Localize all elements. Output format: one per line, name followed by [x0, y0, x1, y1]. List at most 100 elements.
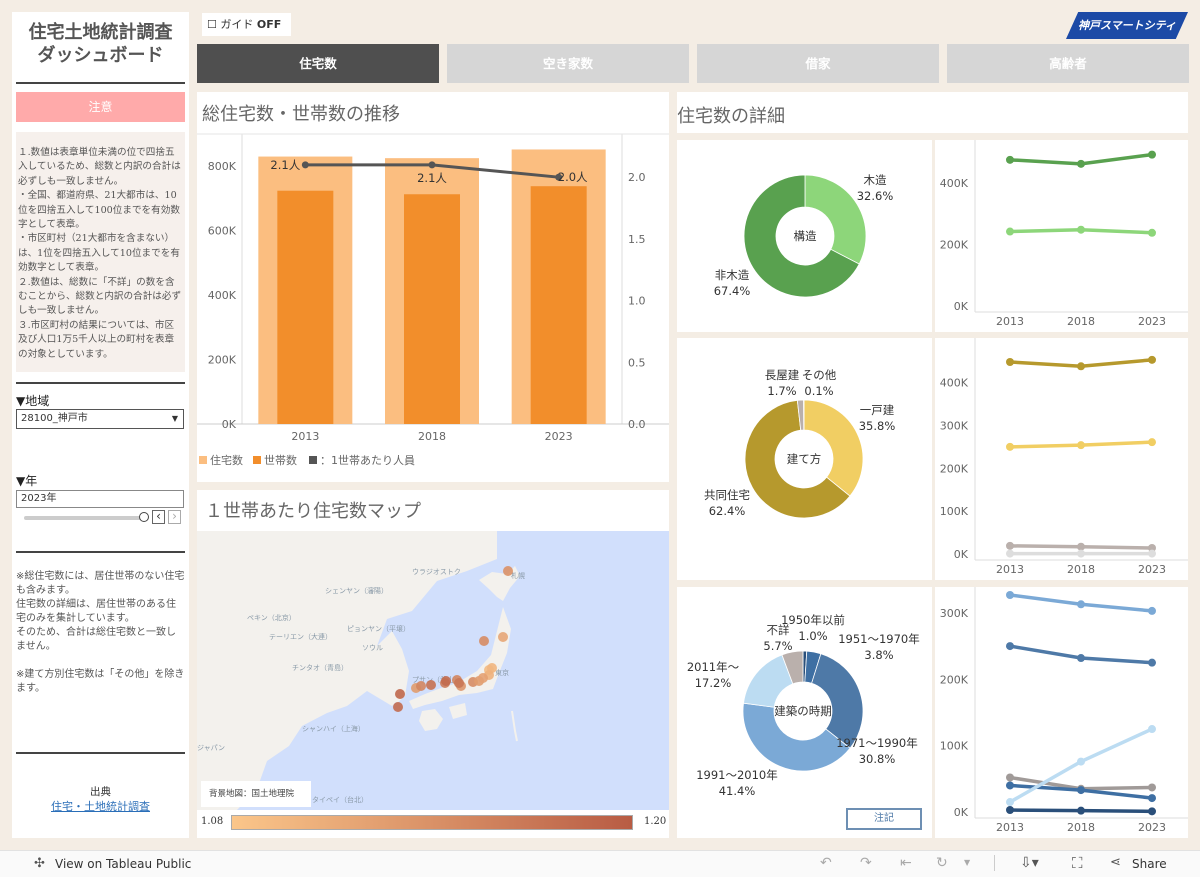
donut-slice-value: 5.7% [763, 639, 792, 653]
download-icon[interactable]: ⇩▾ [1020, 855, 1039, 871]
guide-label: ガイド [220, 18, 254, 31]
tab-elderly[interactable]: 高齢者 [947, 44, 1189, 83]
region-select[interactable]: 28100_神戸市 ▼ [16, 409, 184, 429]
map-dot[interactable] [484, 670, 494, 680]
tableau-toolbar: ✣ View on Tableau Public ↶ ↷ ⇤ ↻ ▼ ⇩▾ ⛶ … [0, 850, 1200, 877]
divider [16, 82, 185, 84]
map-dot[interactable] [441, 676, 451, 686]
y2-tick-label: 1.0 [628, 295, 646, 308]
donut-slice [811, 653, 864, 749]
y-tick-label: 0K [222, 418, 237, 431]
donut-slice-value: 62.4% [709, 504, 746, 518]
donut-slice-value: 3.8% [864, 648, 893, 662]
tableau-icon: ✣ [34, 856, 45, 871]
map-dot[interactable] [478, 673, 488, 683]
tab-rental[interactable]: 借家 [697, 44, 939, 83]
y-tick-label: 0K [954, 548, 969, 561]
legend-swatch [199, 456, 207, 464]
legend-label: ：1世帯あたり人員 [320, 454, 415, 467]
guide-toggle[interactable]: ☐ ガイド OFF [202, 13, 291, 36]
year-select[interactable]: 2023年 [16, 490, 184, 508]
series-point [1148, 544, 1156, 552]
year-slider-handle[interactable] [139, 512, 149, 522]
donut-slice-value: 1.0% [798, 629, 827, 643]
donut-slice [744, 399, 851, 519]
structure-line-chart: 0K 200K 400K 2013 2018 2023 [940, 140, 1188, 328]
series-point [1077, 757, 1085, 766]
donut-slice [804, 174, 867, 265]
series-point [1077, 549, 1085, 558]
map-dot[interactable] [393, 702, 403, 712]
series-point [1077, 806, 1085, 815]
revert-icon[interactable]: ⇤ [900, 855, 912, 871]
donut-slice-value: 17.2% [695, 676, 732, 690]
series-point [1006, 155, 1014, 164]
series-point [1148, 794, 1156, 803]
map-dot[interactable] [468, 677, 478, 687]
source-link[interactable]: 住宅・土地統計調査 [51, 800, 150, 813]
year-prev-button[interactable]: ‹ [152, 510, 165, 524]
persons-point [555, 173, 563, 181]
map-dot[interactable] [479, 636, 489, 646]
undo-icon[interactable]: ↶ [820, 855, 832, 871]
map-place-10: ジャパン [197, 744, 225, 752]
series-point [1077, 786, 1085, 795]
donut-slice-value: 41.4% [719, 784, 756, 798]
trend-chart: 0K 200K 400K 600K 800K 0.0 0.5 1.0 1.5 2.0 2013 201… [197, 133, 669, 467]
donut-center-label: 建て方 [787, 452, 822, 466]
year-slider-track[interactable] [24, 516, 142, 520]
source-label: 出典 [90, 786, 111, 798]
y-tick-label: 300K [940, 419, 969, 432]
dropdown-arrow-icon: ▼ [171, 414, 178, 423]
refresh-icon[interactable]: ↻ [936, 855, 948, 871]
note-button[interactable]: 注意 [16, 92, 185, 122]
map-place-7: ソウル [362, 644, 383, 652]
year-label: ▼年 [16, 474, 38, 488]
donut-slice [743, 174, 860, 298]
map-view[interactable]: ウラジオストク 札幌 シェンヤン（瀋陽） ペキン（北京） ピョンヤン（平壌） テ… [197, 531, 669, 810]
persons-label: 2.1人 [270, 158, 300, 172]
series-point [1006, 227, 1014, 236]
series-point [1077, 654, 1085, 663]
note-button-detail[interactable]: 注記 [846, 808, 922, 830]
series-point [1077, 225, 1085, 234]
fullscreen-icon[interactable]: ⛶ [1072, 854, 1083, 872]
map-dot[interactable] [395, 689, 405, 699]
share-button[interactable]: Share [1132, 857, 1167, 871]
bar-households [404, 194, 460, 424]
logo: 神戸スマートシティ [1066, 12, 1188, 39]
donut-slice-value: 30.8% [859, 752, 896, 766]
series-point [1006, 358, 1014, 366]
bar-households [277, 190, 334, 424]
map-place-9: プサン（釜山） [412, 676, 461, 684]
x-tick-label: 2023 [1138, 821, 1166, 834]
donut-slice-value: 32.6% [857, 189, 894, 203]
map-dot[interactable] [426, 680, 436, 690]
y-tick-label: 200K [940, 673, 969, 686]
series-point [1148, 549, 1156, 558]
map-dot[interactable] [454, 678, 464, 688]
series-point [1077, 600, 1085, 609]
map-place-13: 東京 [495, 669, 509, 677]
series-point [1148, 807, 1156, 816]
building-line-chart: 0K 100K 200K 300K 400K 2013 2018 2023 [940, 338, 1188, 576]
map-dot[interactable] [503, 566, 513, 576]
map-legend-ramp [231, 815, 633, 830]
year-next-button[interactable]: › [168, 510, 181, 524]
series-point [1077, 159, 1085, 168]
y-tick-label: 600K [208, 225, 237, 238]
share-icon[interactable]: ⋖ [1110, 855, 1121, 870]
map-dot[interactable] [416, 681, 426, 691]
chevron-down-icon[interactable]: ▼ [964, 858, 971, 867]
redo-icon[interactable]: ↷ [860, 855, 872, 871]
period-line-chart: 0K 100K 200K 300K 2013 2018 2023 [940, 587, 1188, 834]
series-point [1006, 781, 1014, 790]
x-tick-label: 2023 [545, 430, 573, 443]
detail-header: 住宅数の詳細 [677, 92, 1188, 133]
map-dot[interactable] [498, 632, 508, 642]
tab-vacant[interactable]: 空き家数 [447, 44, 689, 83]
tab-housing[interactable]: 住宅数 [197, 44, 439, 83]
view-on-tableau-link[interactable]: View on Tableau Public [55, 857, 192, 871]
series-point [1148, 725, 1156, 734]
map-dot[interactable] [487, 663, 497, 673]
